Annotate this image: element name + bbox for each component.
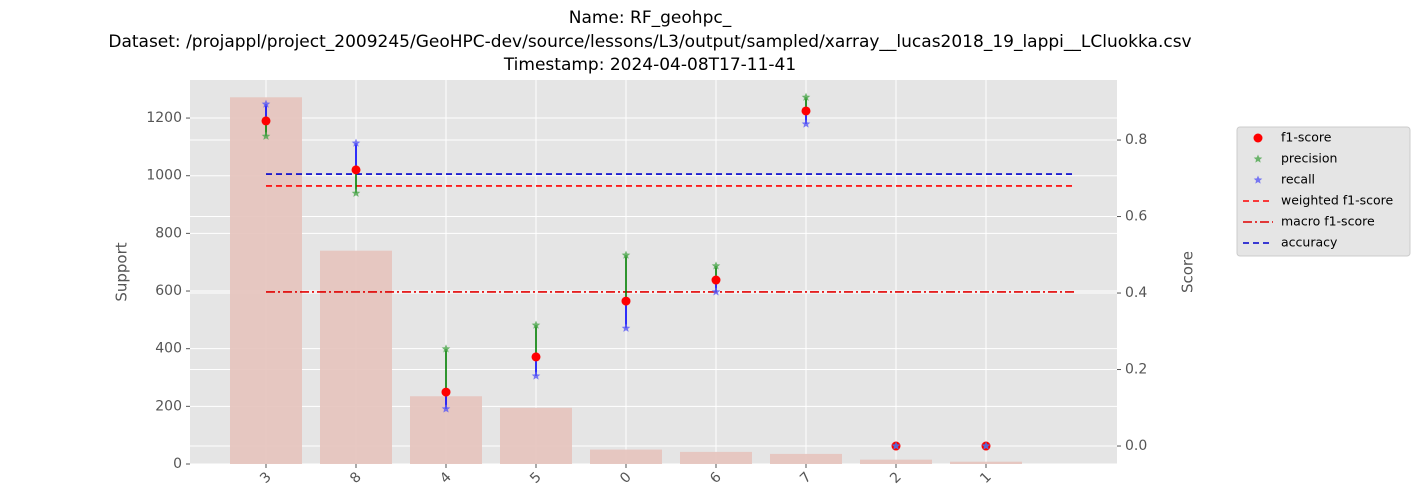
x-tick-label: 6 <box>707 469 725 487</box>
y-tick-label: 0 <box>173 456 182 472</box>
point <box>801 92 811 101</box>
legend-marker <box>1253 175 1263 184</box>
point <box>531 320 541 329</box>
y2-tick-label: 0.8 <box>1125 132 1147 148</box>
legend-label: macro f1-score <box>1281 214 1375 229</box>
x-tick-label: 7 <box>797 469 815 487</box>
point <box>261 99 271 108</box>
chart-subtitle: Dataset: /projappl/project_2009245/GeoHP… <box>108 32 1191 52</box>
point <box>891 441 901 450</box>
legend-label: accuracy <box>1281 235 1338 250</box>
legend-label: f1-score <box>1281 130 1332 145</box>
x-tick-label: 8 <box>347 469 365 487</box>
y-tick-label: 200 <box>155 398 182 414</box>
y2-axis-label: Score <box>1179 251 1197 293</box>
point <box>531 371 541 380</box>
y-tick-label: 1200 <box>146 110 182 126</box>
point <box>621 323 631 332</box>
bar <box>230 97 302 464</box>
chart-title: Name: RF_geohpc_ <box>569 8 732 28</box>
y2-tick-label: 0.0 <box>1125 438 1147 454</box>
x-tick-label: 1 <box>977 469 995 487</box>
y2-tick-label: 0.4 <box>1125 285 1147 301</box>
point <box>441 344 451 353</box>
legend-marker <box>1253 133 1263 143</box>
x-tick-label: 5 <box>527 469 545 487</box>
chart-subtitle: Timestamp: 2024-04-08T17-11-41 <box>503 55 796 75</box>
point <box>711 261 721 270</box>
point <box>621 296 631 306</box>
legend-label: recall <box>1281 172 1315 187</box>
point <box>621 250 631 259</box>
legend-label: precision <box>1281 151 1337 166</box>
bar <box>950 461 1022 464</box>
y-tick-label: 800 <box>155 225 182 241</box>
point <box>711 287 721 296</box>
point <box>351 165 361 175</box>
point <box>261 116 271 126</box>
bar <box>860 459 932 464</box>
x-tick-label: 0 <box>617 469 635 487</box>
legend-box <box>1236 126 1411 257</box>
legend-marker <box>1253 154 1263 163</box>
point <box>981 441 991 450</box>
point <box>801 106 811 116</box>
point <box>711 275 721 285</box>
point <box>261 131 271 140</box>
point <box>801 119 811 128</box>
bar <box>770 453 842 464</box>
point <box>531 352 541 362</box>
bar <box>590 449 662 464</box>
point <box>351 138 361 147</box>
x-tick-label: 2 <box>887 469 905 487</box>
point <box>441 387 451 397</box>
y2-tick-label: 0.2 <box>1125 362 1147 378</box>
x-tick-label: 3 <box>257 469 275 487</box>
bar <box>320 250 392 464</box>
point <box>441 404 451 413</box>
bar <box>680 451 752 464</box>
y-axis-label: Support <box>113 242 131 301</box>
bar <box>500 407 572 464</box>
y-tick-label: 600 <box>155 283 182 299</box>
y-tick-label: 1000 <box>146 168 182 184</box>
legend-label: weighted f1-score <box>1281 193 1394 208</box>
point <box>351 188 361 197</box>
x-tick-label: 4 <box>437 469 455 487</box>
y2-tick-label: 0.6 <box>1125 209 1147 225</box>
y-tick-label: 400 <box>155 341 182 357</box>
